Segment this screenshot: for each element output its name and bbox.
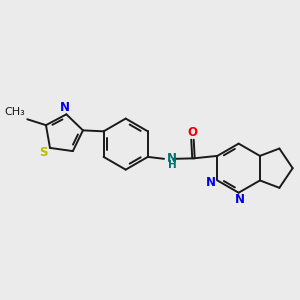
- Text: N: N: [235, 193, 244, 206]
- Text: CH₃: CH₃: [4, 107, 25, 117]
- Text: N: N: [59, 101, 69, 114]
- Text: H: H: [168, 160, 177, 170]
- Text: N: N: [167, 152, 177, 165]
- Text: N: N: [206, 176, 215, 189]
- Text: O: O: [188, 126, 197, 139]
- Text: S: S: [39, 146, 48, 159]
